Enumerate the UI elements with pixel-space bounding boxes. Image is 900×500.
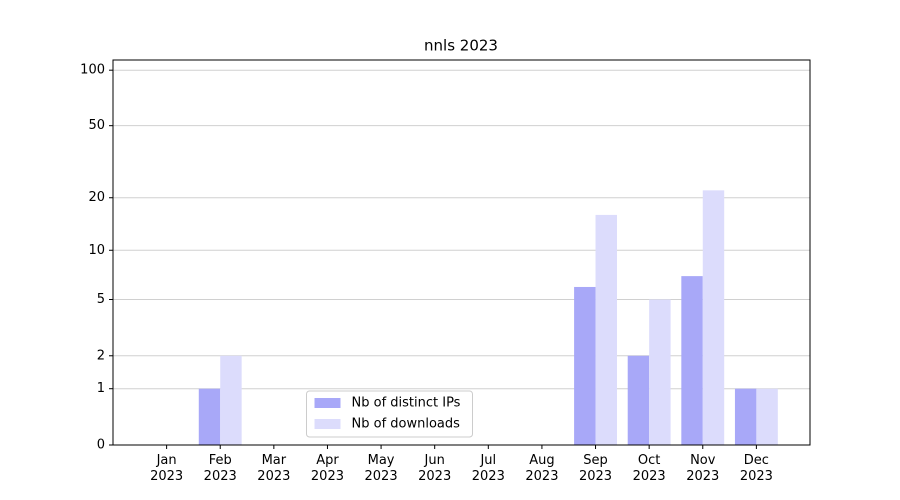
x-tick-label: Feb 2023 — [203, 453, 237, 484]
x-tick-label: Jan 2023 — [150, 453, 184, 484]
y-tick-label: 5 — [97, 292, 105, 307]
bar — [198, 388, 221, 445]
x-tick-label: Apr 2023 — [310, 453, 344, 484]
x-tick-label: Dec 2023 — [739, 453, 773, 484]
x-tick-label: Aug 2023 — [525, 453, 559, 484]
bar — [649, 299, 671, 445]
legend-label: Nb of distinct IPs — [352, 396, 461, 411]
legend-label: Nb of downloads — [352, 417, 461, 432]
legend: Nb of distinct IPs Nb of downloads — [306, 390, 473, 438]
x-tick-label: May 2023 — [364, 453, 398, 484]
bar — [574, 286, 596, 445]
bar — [734, 388, 757, 445]
y-tick-label: 10 — [88, 243, 105, 258]
bar — [756, 388, 778, 445]
y-tick-label: 1 — [97, 381, 105, 396]
x-tick-label: Sep 2023 — [578, 453, 613, 484]
bar — [627, 355, 650, 445]
x-tick-label: Mar 2023 — [257, 453, 291, 484]
bar — [595, 214, 617, 445]
bar — [220, 355, 242, 445]
y-tick-label: 2 — [97, 348, 105, 363]
y-tick-label: 0 — [97, 438, 105, 453]
chart-title: nnls 2023 — [424, 37, 498, 55]
y-tick-label: 50 — [88, 118, 105, 133]
y-tick-label: 100 — [80, 63, 105, 78]
plot-frame — [112, 59, 811, 446]
y-tick-label: 20 — [88, 190, 105, 205]
x-tick-label: Jul 2023 — [471, 453, 505, 484]
legend-swatch — [314, 419, 341, 429]
legend-box — [306, 390, 473, 438]
bar — [681, 276, 703, 445]
bar — [702, 190, 725, 445]
x-tick-label: Jun 2023 — [418, 453, 452, 484]
x-tick-label: Oct 2023 — [632, 453, 666, 484]
x-tick-label: Nov 2023 — [686, 453, 720, 484]
legend-swatch — [314, 398, 341, 408]
